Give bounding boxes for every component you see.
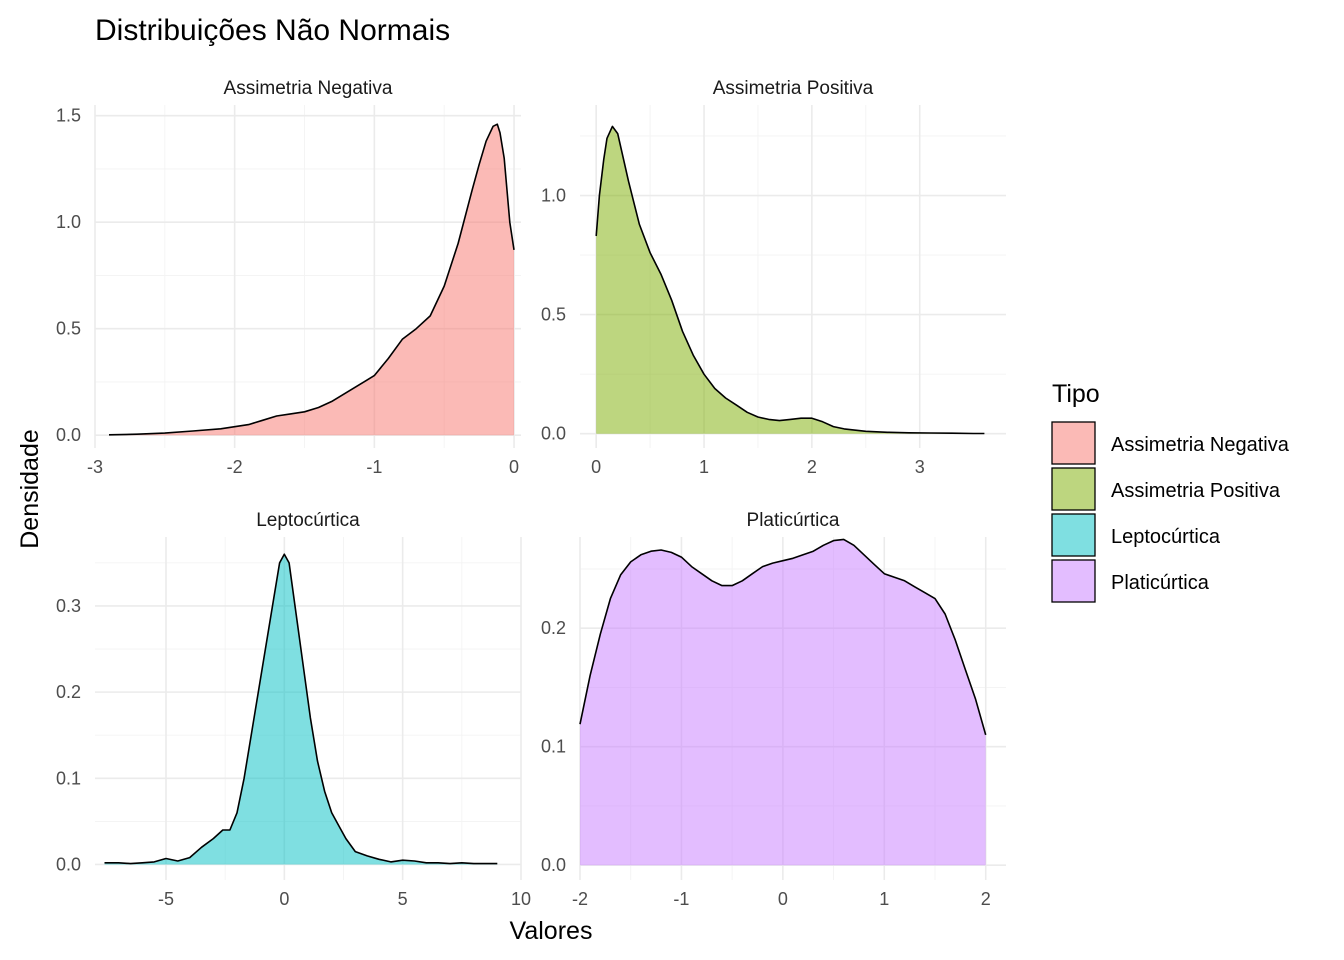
legend-key (1051, 513, 1096, 557)
legend-key (1051, 421, 1096, 465)
panel-3: Leptocúrtica -5 0 5 10 0.0 0.1 0.2 0.3 (56, 510, 531, 909)
x-tick-label: -1 (366, 457, 382, 477)
x-tick-label: 0 (509, 457, 519, 477)
y-tick-label: 1.0 (541, 186, 566, 206)
legend-label: Assimetria Positiva (1111, 480, 1281, 502)
x-tick-label: -2 (572, 889, 588, 909)
legend: Tipo Assimetria Negativa Assimetria Posit… (1051, 380, 1290, 603)
y-tick-label: 0.3 (56, 596, 81, 616)
x-tick-label: 1 (699, 457, 709, 477)
y-tick-label: 1.0 (56, 212, 81, 232)
x-tick-label: 0 (279, 889, 289, 909)
x-tick-label: 2 (807, 457, 817, 477)
legend-key (1051, 467, 1096, 511)
density-area (109, 124, 514, 436)
density-line (579, 538, 987, 736)
x-tick-label: -5 (158, 889, 174, 909)
y-tick-label: 0.2 (56, 682, 81, 702)
x-tick-label: 2 (981, 889, 991, 909)
density-area (596, 126, 985, 434)
x-tick-label: 0 (778, 889, 788, 909)
x-tick-label: 0 (591, 457, 601, 477)
legend-key (1051, 559, 1096, 603)
density-line (595, 125, 985, 435)
x-tick-label: 3 (915, 457, 925, 477)
density-area (104, 554, 498, 865)
facet-strip-label: Assimetria Negativa (224, 78, 393, 99)
x-tick-label: 10 (511, 889, 531, 909)
facet-strip-label: Leptocúrtica (256, 510, 360, 531)
legend-title: Tipo (1052, 380, 1100, 408)
panel-4: Platicúrtica -2 -1 0 1 2 0.0 0.1 0.2 (541, 510, 1006, 909)
y-tick-label: 0.0 (56, 425, 81, 445)
x-tick-label: -2 (227, 457, 243, 477)
legend-label: Leptocúrtica (1111, 526, 1221, 548)
y-tick-label: 0.1 (56, 768, 81, 788)
density-area (580, 539, 986, 866)
chart-title: Distribuições Não Normais (95, 14, 450, 47)
facet-panels: Assimetria Negativa-3 -2 -1 00.00.51.01.5As… (56, 78, 1006, 909)
y-tick-label: 0.0 (56, 854, 81, 874)
y-tick-label: 0.2 (541, 618, 566, 638)
x-tick-label: 5 (398, 889, 408, 909)
legend-label: Assimetria Negativa (1111, 434, 1290, 456)
x-tick-label: -1 (673, 889, 689, 909)
y-axis-title: Densidade (16, 429, 44, 549)
x-axis-title: Valores (510, 917, 593, 945)
legend-label: Platicúrtica (1111, 572, 1210, 594)
density-line (108, 123, 515, 436)
y-tick-label: 0.1 (541, 737, 566, 757)
facet-strip-label: Platicúrtica (747, 510, 840, 531)
y-tick-label: 0.5 (541, 305, 566, 325)
x-tick-label: -3 (87, 457, 103, 477)
density-line (104, 553, 498, 865)
y-tick-label: 1.5 (56, 106, 81, 126)
y-tick-label: 0.0 (541, 424, 566, 444)
panel-1: Assimetria Negativa -3 -2 -1 0 0.0 0.5 1.0 1.5 (56, 78, 521, 477)
y-tick-label: 0.0 (541, 855, 566, 875)
y-tick-label: 0.5 (56, 319, 81, 339)
x-tick-label: 1 (879, 889, 889, 909)
panel-2: Assimetria Positiva 0 1 2 3 0.0 0.5 1.0 (541, 78, 1006, 477)
facet-strip-label: Assimetria Positiva (713, 78, 874, 99)
